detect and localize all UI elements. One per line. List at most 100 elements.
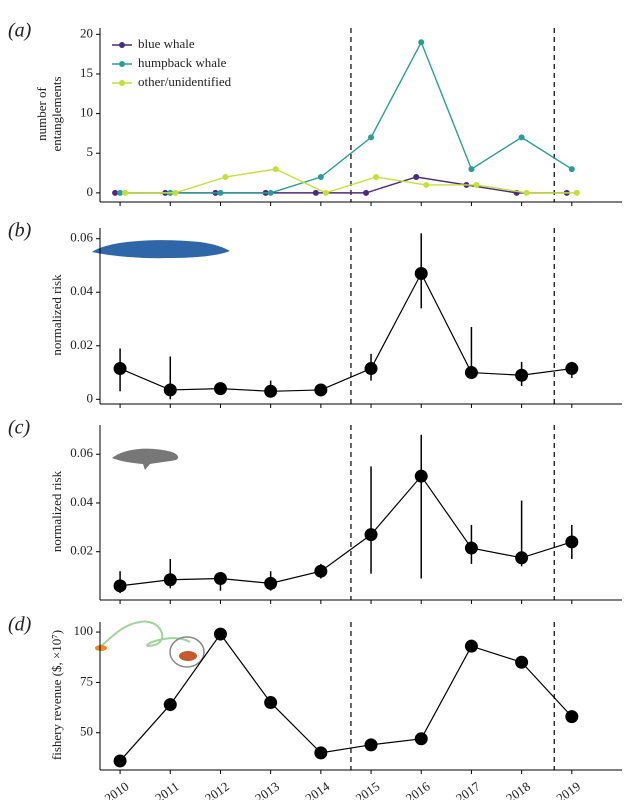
point (518, 134, 525, 141)
y-tick-label: 75 (80, 673, 93, 688)
point (312, 189, 319, 196)
point (213, 382, 227, 396)
y-axis-label: normalized risk (49, 470, 64, 552)
y-tick-label: 0.04 (70, 494, 93, 509)
series-line (119, 633, 573, 762)
legend-label: other/unidentified (138, 74, 232, 89)
point (363, 189, 370, 196)
point (515, 368, 529, 382)
x-tick-label: 2013 (252, 779, 282, 800)
legend-marker (119, 42, 125, 48)
point (317, 174, 324, 181)
point (565, 535, 579, 549)
point (117, 189, 124, 196)
point (264, 384, 278, 398)
x-tick-label: 2014 (302, 778, 332, 800)
point (464, 639, 478, 653)
y-tick-label: 0.06 (70, 230, 93, 245)
point (364, 362, 378, 376)
point (515, 551, 529, 565)
point (112, 189, 119, 196)
point (565, 362, 579, 376)
series-line (120, 40, 573, 194)
x-tick-label: 2018 (503, 779, 533, 800)
point (122, 189, 129, 196)
x-tick-label: 2012 (202, 779, 232, 800)
series-line (125, 168, 577, 194)
point (418, 39, 425, 46)
point (473, 181, 480, 188)
point (113, 754, 127, 768)
humpback-whale-icon (112, 448, 179, 470)
buoy-icon (95, 645, 107, 651)
y-tick-label: 0.02 (70, 337, 93, 352)
blue-whale-icon (92, 240, 230, 259)
y-axis-label: fishery revenue ($, ×10⁷) (49, 630, 64, 760)
legend-marker (119, 80, 125, 86)
x-tick-label: 2010 (102, 779, 132, 800)
point (163, 573, 177, 587)
panel-label: (b) (8, 220, 32, 242)
y-tick-label: 0 (87, 390, 94, 405)
point (373, 174, 380, 181)
point (217, 189, 224, 196)
crab-pot-icon (169, 636, 205, 668)
point (264, 576, 278, 590)
point (368, 134, 375, 141)
point (364, 738, 378, 752)
y-axis-label: entanglements (49, 76, 64, 151)
x-tick-label: 2015 (353, 779, 383, 800)
point (213, 627, 227, 641)
x-tick-label: 2017 (453, 778, 483, 800)
x-tick-label: 2016 (403, 778, 433, 800)
point (172, 189, 179, 196)
point (414, 469, 428, 483)
point (113, 362, 127, 376)
y-tick-label: 50 (80, 724, 93, 739)
point (314, 746, 328, 760)
point (468, 166, 475, 173)
point (414, 267, 428, 281)
y-tick-label: 10 (80, 105, 93, 120)
y-tick-label: 100 (74, 623, 94, 638)
point (267, 189, 274, 196)
point (515, 655, 529, 669)
panel-label: (d) (8, 614, 32, 636)
point (163, 383, 177, 397)
point (413, 174, 420, 181)
point (222, 174, 229, 181)
point (213, 572, 227, 586)
point (523, 189, 530, 196)
y-axis-label: number of (34, 86, 49, 140)
y-tick-label: 15 (80, 65, 93, 80)
panel-label: (c) (8, 417, 31, 439)
point (573, 189, 580, 196)
y-tick-label: 0.06 (70, 445, 93, 460)
point (568, 166, 575, 173)
x-tick-label: 2011 (152, 779, 182, 800)
point (565, 710, 579, 724)
point (264, 696, 278, 710)
fishing-line-icon (95, 620, 191, 651)
y-axis-label: normalized risk (49, 274, 64, 356)
point (163, 698, 177, 712)
panel-label: (a) (8, 20, 32, 42)
series-line (119, 272, 572, 392)
point (113, 579, 127, 593)
y-tick-label: 20 (80, 25, 93, 40)
point (314, 564, 328, 578)
legend-label: humpback whale (138, 55, 227, 70)
point (423, 181, 430, 188)
y-tick-label: 5 (87, 144, 94, 159)
point (464, 541, 478, 555)
point (364, 528, 378, 542)
series-line (120, 475, 572, 587)
point (272, 166, 279, 173)
y-tick-label: 0.04 (70, 283, 93, 298)
point (464, 366, 478, 380)
point (322, 189, 329, 196)
legend-label: blue whale (138, 36, 195, 51)
point (314, 383, 328, 397)
point (414, 732, 428, 746)
